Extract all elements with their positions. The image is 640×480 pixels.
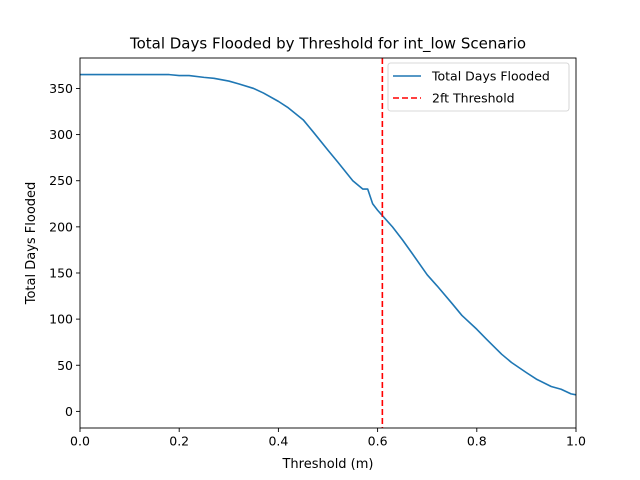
y-tick-label: 0 — [65, 404, 73, 419]
y-tick-label: 350 — [49, 81, 73, 96]
y-tick-label: 50 — [57, 358, 73, 373]
y-tick-label: 250 — [49, 173, 73, 188]
x-tick-label: 0.0 — [70, 434, 90, 449]
axes: 0.0 0.2 0.4 0.6 0.8 1.0 0 50 100 150 200 250 300 350 — [49, 57, 586, 449]
legend-box — [387, 62, 570, 112]
y-tick-label: 150 — [49, 265, 73, 280]
legend-label: 2ft Threshold — [432, 91, 515, 106]
y-axis-title: Total Days Flooded — [24, 182, 39, 306]
x-tick-label: 0.8 — [467, 434, 487, 449]
chart-title: Total Days Flooded by Threshold for int_… — [129, 35, 526, 54]
y-tick-label: 300 — [49, 127, 73, 142]
x-tick-label: 0.4 — [268, 434, 288, 449]
y-tick-label: 200 — [49, 219, 73, 234]
axes-frame — [79, 57, 577, 429]
plot-area — [80, 58, 577, 428]
x-axis-title: Threshold (m) — [281, 457, 373, 472]
x-tick-label: 0.2 — [169, 434, 189, 449]
x-tick-label: 0.6 — [368, 434, 388, 449]
legend: Total Days Flooded 2ft Threshold — [387, 62, 570, 112]
series-line-0 — [80, 73, 577, 396]
y-tick-label: 100 — [49, 312, 73, 327]
x-tick-label: 1.0 — [566, 434, 586, 449]
legend-label: Total Days Flooded — [431, 69, 550, 84]
